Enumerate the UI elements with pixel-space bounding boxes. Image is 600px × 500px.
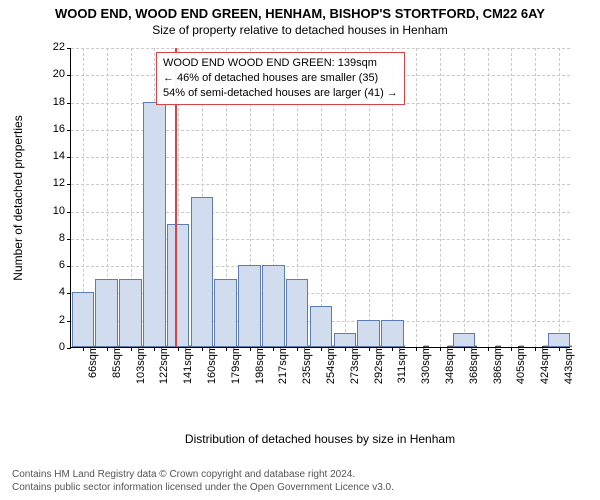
gridline-v xyxy=(535,48,536,347)
y-tick-mark xyxy=(67,103,71,104)
x-tick-label: 217sqm xyxy=(277,345,289,384)
histogram-bar xyxy=(119,279,142,347)
x-tick-label: 160sqm xyxy=(206,345,218,384)
x-tick-label: 254sqm xyxy=(325,345,337,384)
plot-area: 024681012141618202266sqm85sqm103sqm122sq… xyxy=(70,48,570,348)
histogram-bar xyxy=(262,265,285,347)
x-tick-mark xyxy=(273,347,274,351)
x-tick-label: 141sqm xyxy=(182,345,194,384)
annotation-line: WOOD END WOOD END GREEN: 139sqm xyxy=(163,56,398,71)
x-tick-label: 85sqm xyxy=(111,345,123,378)
y-tick-label: 0 xyxy=(59,341,71,353)
x-tick-mark xyxy=(297,347,298,351)
histogram-bar xyxy=(72,292,95,347)
x-tick-mark xyxy=(345,347,346,351)
x-tick-label: 368sqm xyxy=(468,345,480,384)
y-tick-mark xyxy=(67,293,71,294)
x-tick-mark xyxy=(392,347,393,351)
y-tick-mark xyxy=(67,157,71,158)
y-tick-mark xyxy=(67,239,71,240)
gridline-v xyxy=(440,48,441,347)
x-tick-label: 424sqm xyxy=(539,345,551,384)
x-tick-label: 179sqm xyxy=(230,345,242,384)
x-tick-mark xyxy=(321,347,322,351)
annotation-line: 54% of semi-detached houses are larger (… xyxy=(163,86,398,101)
x-tick-mark xyxy=(250,347,251,351)
x-tick-mark xyxy=(226,347,227,351)
x-tick-label: 348sqm xyxy=(444,345,456,384)
annotation-box: WOOD END WOOD END GREEN: 139sqm← 46% of … xyxy=(156,52,405,105)
footer-line-1: Contains HM Land Registry data © Crown c… xyxy=(12,468,394,481)
page-subtitle: Size of property relative to detached ho… xyxy=(0,21,600,37)
x-tick-label: 273sqm xyxy=(349,345,361,384)
x-tick-mark xyxy=(202,347,203,351)
x-tick-label: 292sqm xyxy=(373,345,385,384)
x-tick-label: 311sqm xyxy=(396,345,408,383)
y-tick-mark xyxy=(67,75,71,76)
y-tick-mark xyxy=(67,48,71,49)
x-axis-label: Distribution of detached houses by size … xyxy=(70,432,570,446)
y-axis-label: Number of detached properties xyxy=(11,115,25,280)
x-tick-mark xyxy=(178,347,179,351)
gridline-v xyxy=(464,48,465,347)
x-tick-label: 443sqm xyxy=(563,345,575,384)
histogram-bar xyxy=(214,279,237,347)
histogram-bar xyxy=(381,320,404,347)
x-tick-mark xyxy=(154,347,155,351)
histogram-bar xyxy=(143,102,166,347)
gridline-v xyxy=(488,48,489,347)
y-tick-mark xyxy=(67,321,71,322)
x-tick-mark xyxy=(535,347,536,351)
y-tick-mark xyxy=(67,212,71,213)
x-tick-mark xyxy=(440,347,441,351)
histogram-bar xyxy=(95,279,118,347)
y-tick-label: 22 xyxy=(53,41,71,53)
x-tick-mark xyxy=(511,347,512,351)
x-tick-mark xyxy=(464,347,465,351)
gridline-v xyxy=(511,48,512,347)
histogram-bar xyxy=(334,333,357,347)
x-tick-label: 405sqm xyxy=(515,345,527,384)
x-tick-label: 103sqm xyxy=(135,345,147,384)
page-title: WOOD END, WOOD END GREEN, HENHAM, BISHOP… xyxy=(0,0,600,21)
x-tick-mark xyxy=(488,347,489,351)
histogram-bar xyxy=(453,333,476,347)
x-tick-mark xyxy=(369,347,370,351)
gridline-v xyxy=(416,48,417,347)
footer-attribution: Contains HM Land Registry data © Crown c… xyxy=(12,468,394,494)
x-tick-label: 386sqm xyxy=(492,345,504,384)
histogram-bar xyxy=(310,306,333,347)
chart-container: Number of detached properties 0246810121… xyxy=(40,48,580,398)
x-tick-label: 235sqm xyxy=(301,345,313,384)
histogram-bar xyxy=(167,224,190,347)
x-tick-label: 330sqm xyxy=(420,345,432,384)
gridline-v xyxy=(559,48,560,347)
y-tick-mark xyxy=(67,130,71,131)
x-tick-mark xyxy=(83,347,84,351)
histogram-bar xyxy=(357,320,380,347)
footer-line-2: Contains public sector information licen… xyxy=(12,481,394,494)
annotation-line: ← 46% of detached houses are smaller (35… xyxy=(163,71,398,86)
y-tick-mark xyxy=(67,348,71,349)
x-tick-mark xyxy=(131,347,132,351)
x-tick-label: 66sqm xyxy=(87,345,99,378)
x-tick-label: 122sqm xyxy=(158,345,170,384)
y-tick-mark xyxy=(67,266,71,267)
histogram-bar xyxy=(238,265,261,347)
histogram-bar xyxy=(286,279,309,347)
x-tick-mark xyxy=(559,347,560,351)
histogram-bar xyxy=(548,333,571,347)
y-tick-mark xyxy=(67,184,71,185)
histogram-bar xyxy=(191,197,214,347)
x-tick-label: 198sqm xyxy=(254,345,266,384)
x-tick-mark xyxy=(107,347,108,351)
x-tick-mark xyxy=(416,347,417,351)
